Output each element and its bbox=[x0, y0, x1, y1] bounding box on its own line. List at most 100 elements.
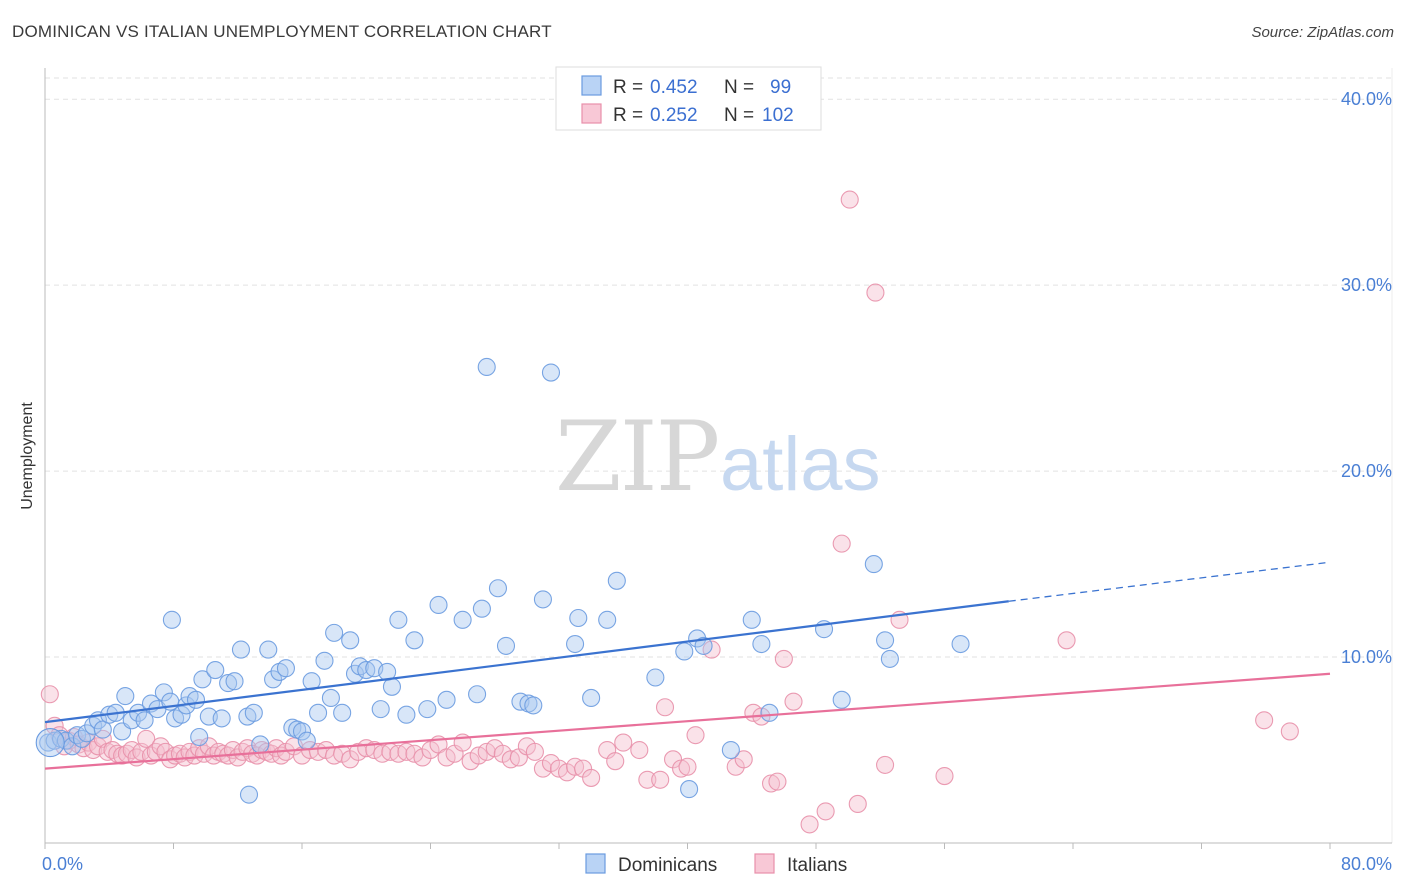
legend-n-label-2: N = bbox=[724, 105, 754, 126]
point-dominicans bbox=[566, 634, 585, 654]
point-dominicans-cluster bbox=[35, 728, 65, 758]
trend-line-dominicans bbox=[44, 600, 1009, 724]
y-tick-label: 40.0% bbox=[1341, 89, 1392, 109]
point-dominicans bbox=[533, 590, 552, 609]
point-italians bbox=[1057, 631, 1076, 650]
point-italians bbox=[672, 759, 691, 778]
point-italians bbox=[606, 752, 625, 771]
point-dominicans bbox=[72, 729, 91, 748]
y-tick-label: 10.0% bbox=[1341, 647, 1392, 667]
point-dominicans bbox=[162, 610, 181, 629]
point-dominicans bbox=[721, 740, 740, 760]
point-dominicans bbox=[496, 636, 516, 655]
point-italians bbox=[678, 757, 697, 776]
point-dominicans bbox=[219, 674, 238, 693]
x-tick-label: 80.0% bbox=[1341, 854, 1392, 874]
point-dominicans bbox=[524, 696, 543, 715]
trend-line-extension-dominicans bbox=[1008, 561, 1331, 602]
point-dominicans bbox=[453, 610, 472, 629]
svg-text:atlas: atlas bbox=[720, 422, 881, 507]
point-dominicans bbox=[418, 700, 437, 719]
series-legend-swatch-italians bbox=[754, 853, 775, 874]
point-italians bbox=[137, 729, 156, 748]
series-legend: Dominicans Italians bbox=[585, 853, 847, 876]
point-italians bbox=[768, 772, 787, 791]
point-dominicans bbox=[333, 703, 352, 722]
point-dominicans bbox=[206, 661, 225, 680]
point-dominicans bbox=[193, 670, 212, 689]
point-dominicans bbox=[186, 690, 206, 709]
watermark: ZIP atlas bbox=[555, 401, 881, 513]
point-dominicans bbox=[477, 357, 496, 377]
trend-line-italians bbox=[44, 672, 1331, 770]
series-legend-italians: Italians bbox=[787, 855, 847, 876]
point-italians bbox=[655, 698, 675, 717]
point-dominicans bbox=[225, 672, 244, 691]
trend-layer bbox=[44, 561, 1331, 770]
point-italians bbox=[40, 685, 59, 704]
legend-n-value-1: 99 bbox=[770, 77, 791, 98]
svg-text:ZIP: ZIP bbox=[555, 401, 718, 513]
point-dominicans bbox=[569, 608, 588, 628]
point-dominicans bbox=[832, 690, 851, 709]
point-dominicans bbox=[315, 651, 334, 670]
point-dominicans bbox=[541, 363, 561, 382]
point-dominicans bbox=[135, 711, 154, 730]
legend-r-value-2: 0.252 bbox=[650, 105, 698, 126]
point-dominicans bbox=[244, 703, 263, 722]
legend-swatch-dominicans bbox=[581, 75, 602, 96]
point-dominicans bbox=[341, 631, 360, 650]
point-dominicans bbox=[251, 735, 270, 754]
point-dominicans bbox=[321, 688, 340, 708]
point-dominicans bbox=[239, 785, 259, 804]
legend-r-label-2: R = bbox=[613, 105, 643, 126]
legend-n-value-2: 102 bbox=[762, 105, 794, 126]
point-dominicans bbox=[84, 716, 103, 735]
point-dominicans bbox=[646, 668, 665, 687]
point-dominicans bbox=[276, 659, 295, 678]
point-dominicans bbox=[760, 703, 779, 722]
x-tick-label: 0.0% bbox=[42, 854, 83, 874]
point-dominicans bbox=[437, 690, 456, 709]
legend-r-label-1: R = bbox=[613, 77, 643, 98]
chart-source: Source: ZipAtlas.com bbox=[1251, 24, 1394, 41]
point-italians bbox=[848, 794, 867, 814]
point-italians bbox=[832, 534, 851, 553]
point-dominicans bbox=[607, 571, 626, 590]
point-dominicans bbox=[116, 687, 135, 706]
series-legend-swatch-dominicans bbox=[585, 853, 606, 874]
point-dominicans bbox=[472, 599, 491, 618]
point-dominicans bbox=[742, 610, 761, 629]
stats-legend: R = 0.452 N = 99 R = 0.252 N = 102 bbox=[555, 66, 822, 131]
point-dominicans bbox=[752, 634, 771, 654]
point-dominicans bbox=[297, 731, 316, 750]
point-dominicans bbox=[468, 685, 487, 704]
legend-r-value-1: 0.452 bbox=[650, 77, 698, 98]
point-italians bbox=[651, 770, 670, 789]
point-italians bbox=[525, 742, 544, 761]
legend-swatch-italians bbox=[581, 103, 602, 124]
point-dominicans bbox=[172, 705, 191, 724]
point-dominicans bbox=[951, 634, 970, 654]
point-dominicans bbox=[212, 709, 231, 728]
point-dominicans bbox=[190, 727, 209, 747]
point-dominicans bbox=[675, 642, 694, 661]
point-italians bbox=[638, 770, 657, 789]
point-dominicans bbox=[876, 631, 895, 650]
point-dominicans bbox=[264, 670, 283, 689]
y-tick-label: 30.0% bbox=[1341, 275, 1392, 295]
point-dominicans bbox=[259, 640, 278, 659]
points-layer bbox=[35, 190, 1299, 834]
y-tick-label: 20.0% bbox=[1341, 461, 1392, 481]
point-dominicans bbox=[680, 780, 699, 799]
axis-layer: 10.0% 20.0% 30.0% 40.0% 0.0% 80.0% bbox=[42, 68, 1392, 874]
point-italians bbox=[774, 649, 793, 668]
point-dominicans bbox=[371, 700, 390, 719]
point-italians bbox=[761, 774, 781, 793]
point-dominicans bbox=[429, 595, 448, 615]
point-italians bbox=[734, 750, 753, 769]
point-italians bbox=[935, 767, 954, 786]
point-dominicans bbox=[694, 636, 713, 655]
point-italians bbox=[151, 737, 170, 756]
